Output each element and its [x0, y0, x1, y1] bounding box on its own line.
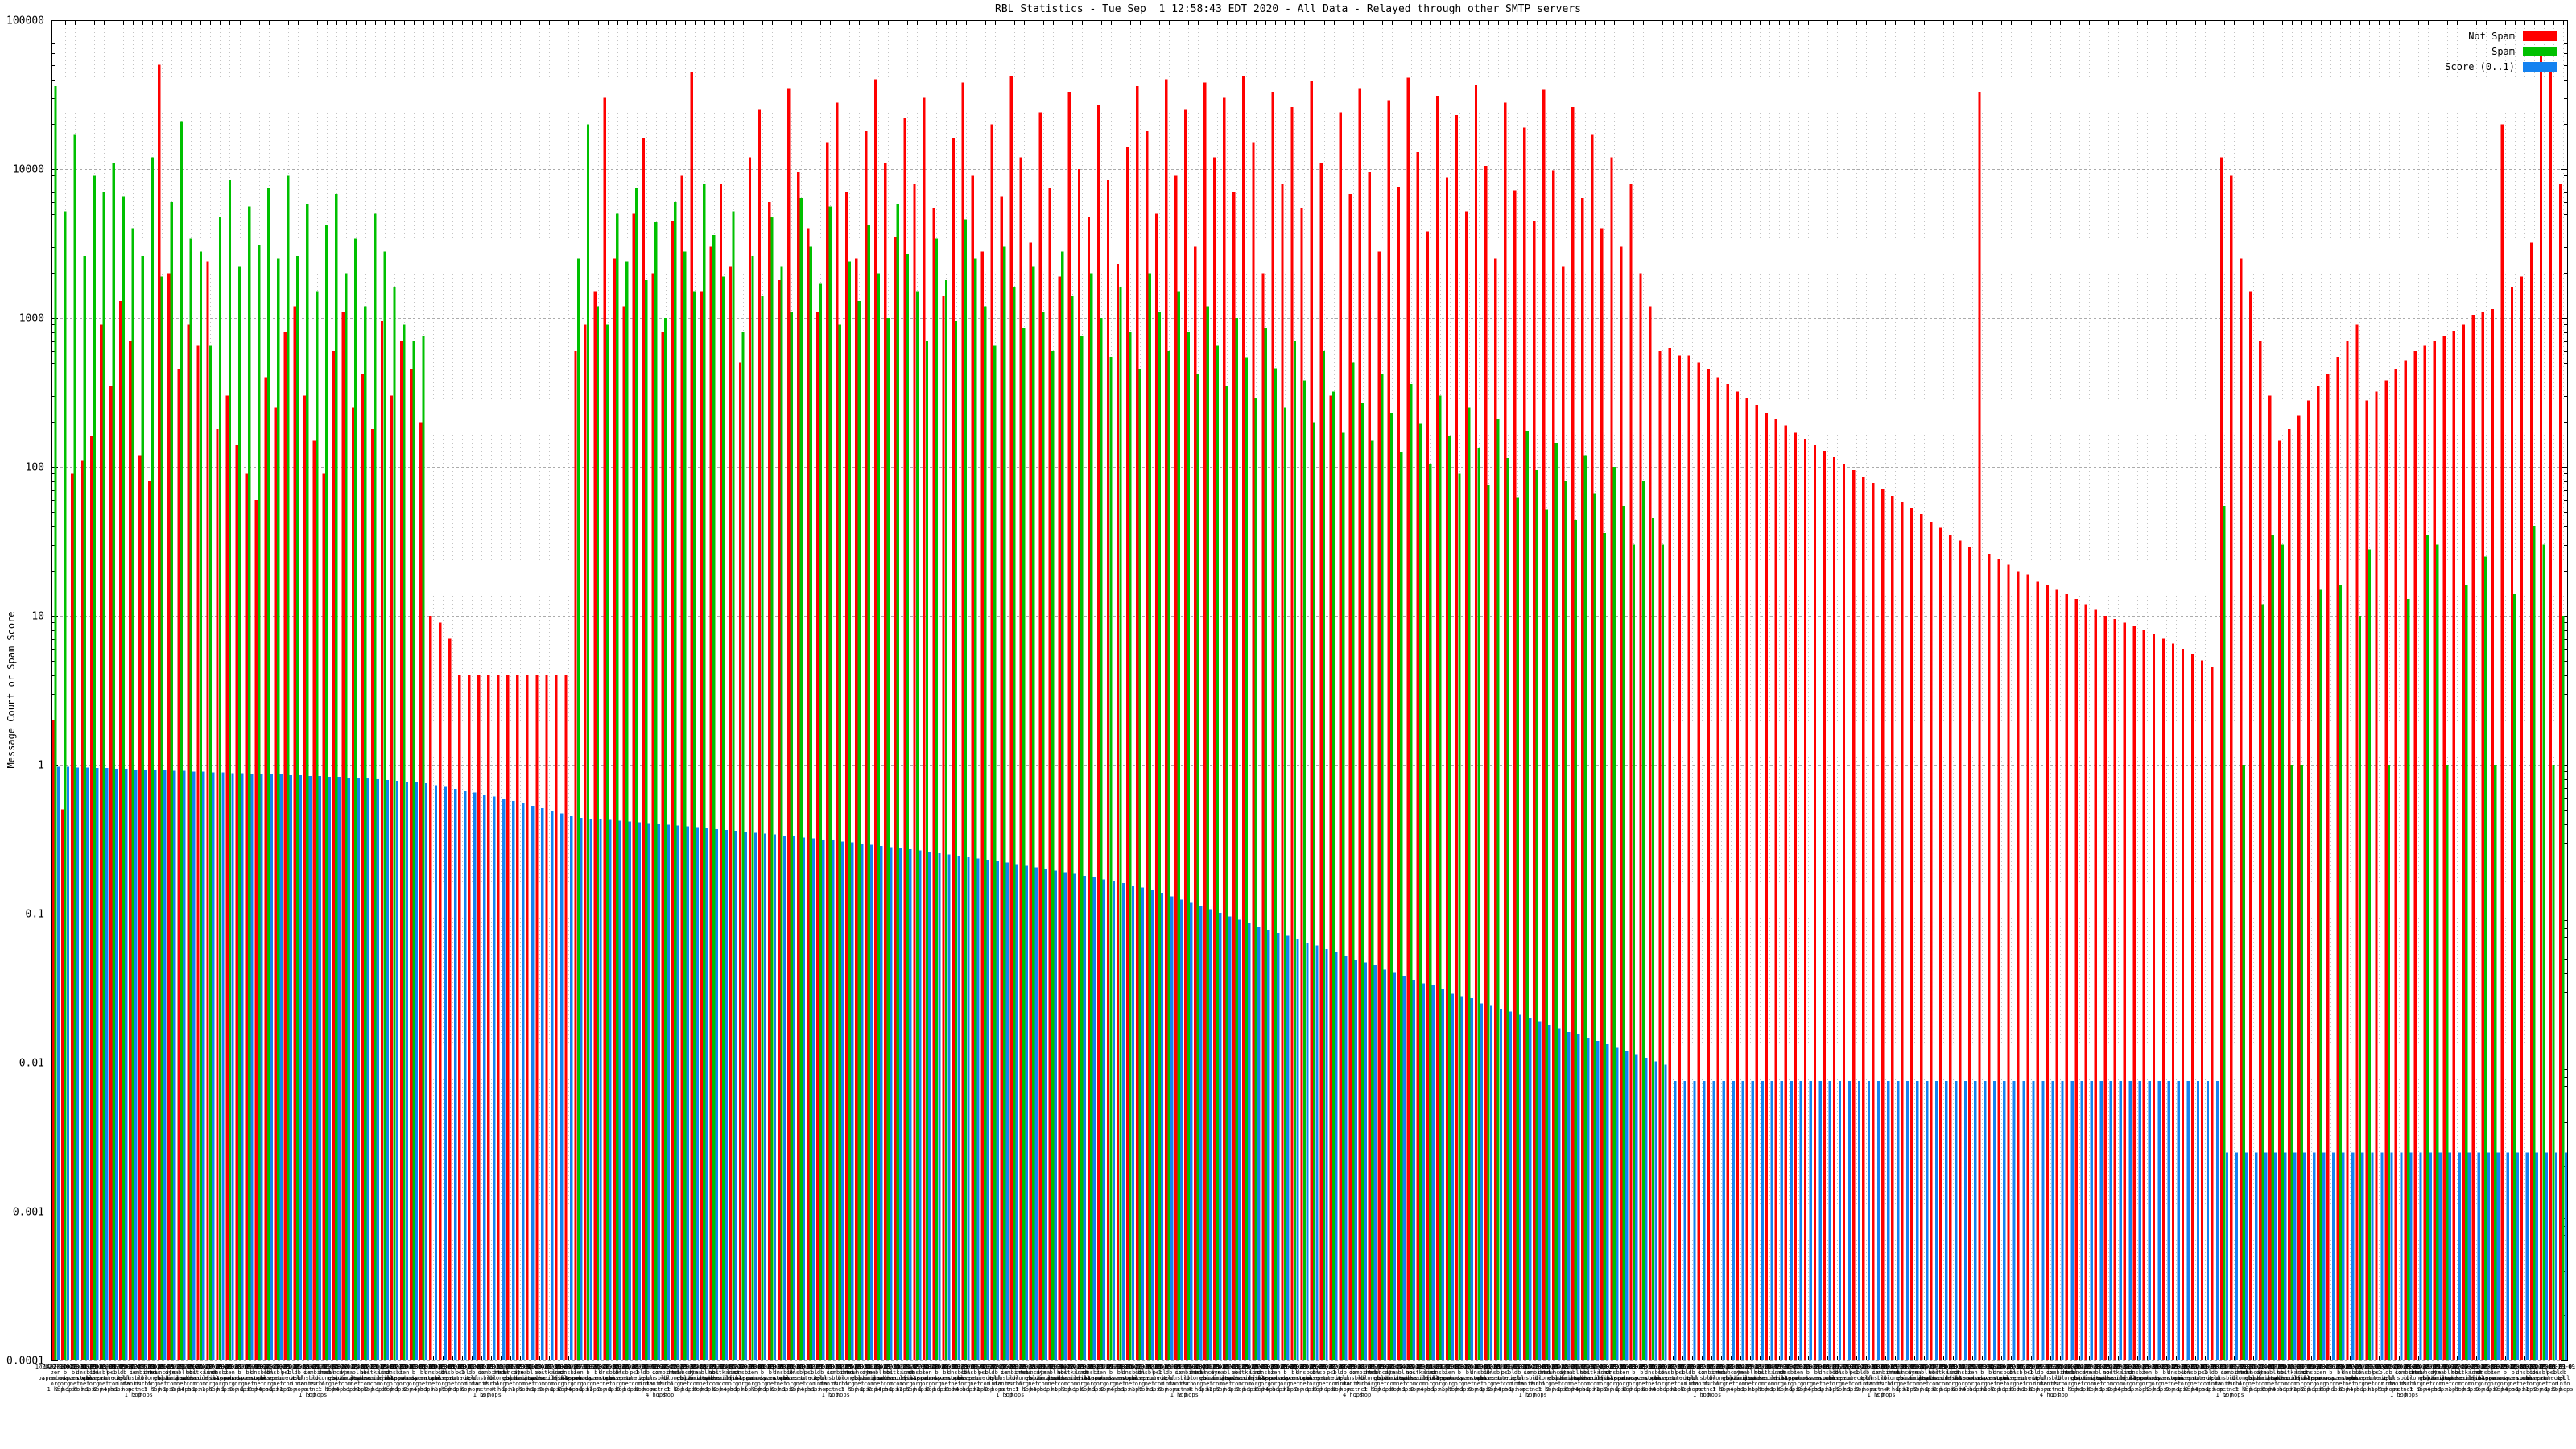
y-ticks: [51, 20, 2568, 1361]
legend-label-score: Score (0..1): [2445, 61, 2515, 72]
chart-title: RBL Statistics - Tue Sep 1 12:58:43 EDT …: [995, 3, 1581, 15]
series-not-spam: [51, 54, 2562, 1361]
legend: Not Spam Spam Score (0..1): [2445, 31, 2557, 72]
svg-text:1: 1: [38, 760, 44, 772]
series-spam: [54, 86, 2565, 1361]
legend-label-spam: Spam: [2491, 46, 2515, 57]
legend-swatch-score: [2523, 62, 2557, 72]
svg-text:0.0001: 0.0001: [6, 1356, 44, 1368]
plot-border: [51, 20, 2568, 1360]
svg-text:10000: 10000: [13, 164, 44, 176]
legend-swatch-not-spam: [2523, 31, 2557, 41]
svg-text:0.01: 0.01: [19, 1058, 44, 1070]
legend-label-not-spam: Not Spam: [2468, 31, 2515, 42]
legend-swatch-spam: [2523, 47, 2557, 56]
svg-text:10: 10: [31, 611, 44, 623]
svg-text:0.1: 0.1: [26, 909, 44, 921]
y-tick-labels: 100000 10000 1000 100 10 1 0.1 0.01 0.001 0.0001: [6, 15, 44, 1368]
series-score-0-1-: [56, 766, 2568, 1360]
grid-horizontal: [51, 169, 2568, 1361]
svg-text:1000: 1000: [19, 313, 44, 325]
svg-text:100: 100: [26, 462, 44, 474]
svg-text:100000: 100000: [6, 15, 44, 27]
svg-text:0.001: 0.001: [13, 1207, 44, 1219]
